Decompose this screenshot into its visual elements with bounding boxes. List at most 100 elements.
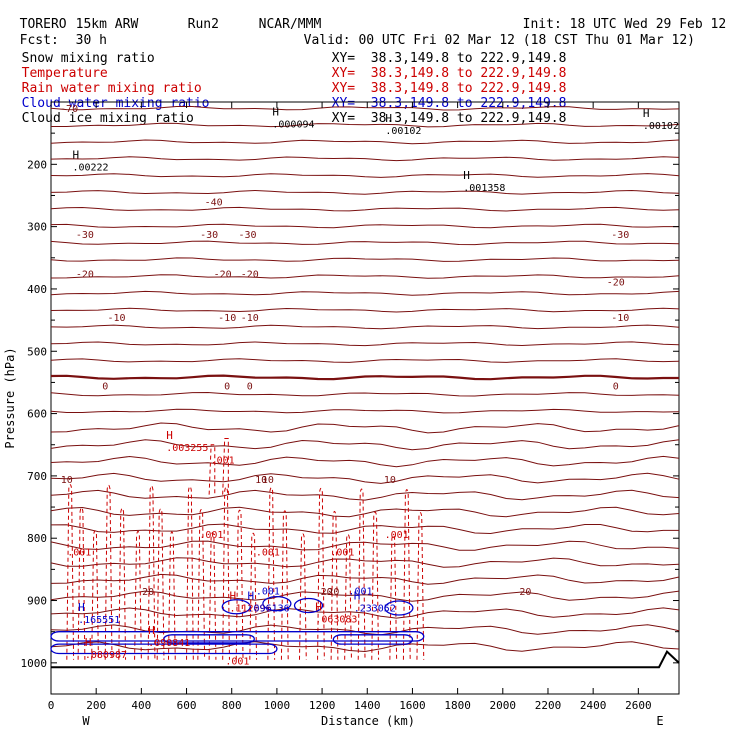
cloud-water-cell (262, 595, 292, 612)
maximum-marker: H (248, 590, 255, 603)
isotherm-line (50, 422, 680, 434)
isotherm-line (50, 358, 680, 363)
terrain-line (51, 649, 680, 669)
isotherm-line (50, 223, 679, 229)
field-snow-xy: XY= 38.3,149.8 to 222.9,149.8 (316, 36, 567, 66)
cloud-water-label: .001 (256, 586, 280, 597)
isotherm-line (50, 173, 680, 178)
isotherm-line (50, 439, 680, 451)
x-tick-label: 800 (222, 699, 242, 712)
field-xy: XY= 38.3,149.8 to 222.9,149.8 (331, 66, 567, 81)
isotherm-label: -10 (218, 313, 236, 324)
isotherm-label: -20 (241, 269, 259, 280)
maximum-value: .233052 (354, 604, 396, 615)
maximum-value: .00222 (72, 163, 108, 174)
field-temperature: Temperature (6, 51, 108, 81)
y-tick-label: 300 (27, 221, 47, 234)
y-tick-label: 1000 (21, 657, 48, 670)
x-tick-label: 1400 (354, 699, 381, 712)
x-tick-label: 2400 (580, 699, 607, 712)
maximum-value: .096136 (248, 604, 290, 615)
model-resolution: 15km ARW (75, 17, 139, 32)
fcst-label: Fcst: (19, 33, 59, 48)
rain-contour (186, 485, 194, 660)
maximum-marker: H (463, 169, 470, 182)
maximum-value: .00102 (643, 121, 679, 132)
rain-contour (222, 438, 229, 495)
init-time: Init: 18 UTC Wed 29 Feb 12 (522, 17, 727, 32)
isotherm-line (50, 156, 680, 162)
field-snow: Snow mixing ratio (6, 36, 155, 66)
isotherm-label: 10 (255, 475, 267, 486)
rain-contour (344, 533, 352, 660)
rain-contour (317, 487, 325, 660)
rain-contour (197, 509, 206, 660)
isotherm-label: -10 (107, 313, 125, 324)
rain-contour (357, 488, 366, 660)
rain-contour (91, 530, 99, 660)
maximum-marker: H (315, 600, 322, 613)
rain-contour (330, 510, 339, 660)
rain-label: .001 (256, 548, 280, 559)
rain-contour (222, 486, 230, 660)
isotherm-line (50, 274, 680, 279)
maximum-marker: H (78, 601, 85, 614)
rain-label: .001 (67, 548, 91, 559)
maximum-value: .063083 (315, 614, 357, 625)
east-endpoint: E (656, 714, 663, 728)
field-name: Cloud water mixing ratio (21, 96, 210, 111)
maximum-marker: H (354, 590, 361, 603)
maximum-marker: H (229, 590, 236, 603)
rain-contour (118, 507, 127, 660)
isotherm-line (50, 523, 679, 535)
x-tick-label: 1000 (264, 699, 291, 712)
cloud-water-contour (50, 631, 425, 642)
isotherm-line (50, 257, 680, 262)
cloud-water-contour (332, 634, 414, 645)
maximum-value: .003255 (166, 443, 208, 454)
maximum-value: .00102 (385, 126, 421, 137)
y-tick-label: 800 (27, 532, 47, 545)
cloud-water-contour (50, 643, 278, 655)
isotherm-line (50, 408, 680, 414)
x-tick-label: 400 (131, 699, 151, 712)
isotherm-line (50, 290, 680, 296)
fcst-value: 30 h (75, 33, 107, 48)
isotherm-label: -10 (611, 313, 629, 324)
x-tick-label: 2200 (535, 699, 562, 712)
rain-contour (416, 512, 425, 660)
cloud-water-contour (163, 634, 255, 644)
field-xy: XY= 38.3,149.8 to 222.9,149.8 (331, 51, 567, 66)
isotherm-label: 20 (321, 587, 333, 598)
isotherm-label: -30 (239, 230, 257, 241)
isotherm-label: -30 (76, 230, 94, 241)
isotherm-line (50, 206, 680, 212)
isotherm-line (50, 189, 680, 195)
rain-contour (371, 511, 380, 660)
isotherm-line (50, 391, 680, 397)
x-axis-title: Distance (km) (321, 714, 415, 728)
maximum-marker: H (272, 106, 279, 119)
rain-contour (208, 532, 217, 660)
isotherm-line (51, 122, 680, 128)
field-cloud-ice-xy: XY= 38.3,149.8 to 222.9,149.8 (316, 96, 567, 126)
rain-contour (389, 534, 398, 660)
isotherm-line (50, 341, 680, 347)
west-endpoint: W (82, 714, 90, 728)
isotherm-line (50, 590, 680, 602)
maximum-marker: H (166, 429, 173, 442)
isotherm-line (50, 472, 680, 484)
maximum-marker: H (385, 112, 392, 125)
isotherm-line (50, 540, 680, 551)
isotherm-label: -20 (607, 277, 625, 288)
isotherm-label: 20 (519, 587, 531, 598)
isotherm-line (50, 307, 680, 313)
isotherm-label: 20 (327, 587, 339, 598)
x-tick-label: 1200 (309, 699, 336, 712)
isotherm-line (50, 506, 680, 518)
y-tick-label: 900 (27, 595, 47, 608)
rain-contour (134, 530, 142, 660)
rain-label: .001 (330, 548, 354, 559)
rain-label: .001 (199, 530, 223, 541)
